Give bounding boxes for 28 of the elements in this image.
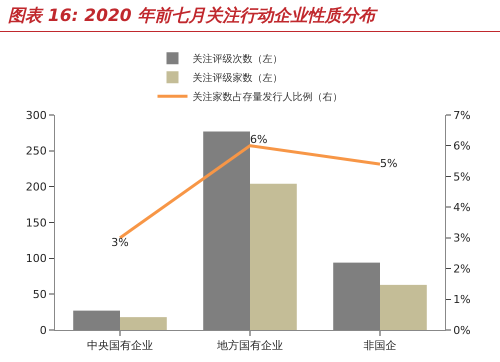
chart-title: 图表 16: 2020 年前七月关注行动企业性质分布 [0, 0, 500, 32]
y2-tick-label: 6% [453, 140, 471, 153]
y2-tick-label: 3% [453, 232, 471, 245]
x-tick-label: 地方国有企业 [216, 339, 283, 352]
y-tick-label: 250 [26, 144, 47, 158]
y-tick-label: 0 [40, 324, 47, 337]
x-tick-label: 非国企 [364, 339, 396, 352]
y2-tick-label: 7% [453, 108, 471, 122]
data-label: 3% [111, 236, 129, 250]
data-label: 6% [250, 132, 268, 146]
y-tick-label: 200 [26, 180, 47, 194]
legend-label: 关注评级次数（左） [192, 53, 282, 66]
bar [380, 284, 427, 330]
data-label: 5% [380, 156, 398, 170]
bar [120, 317, 167, 330]
y2-tick-label: 4% [453, 200, 471, 214]
y-tick-label: 150 [26, 216, 47, 230]
x-tick-label: 中央国有企业 [87, 339, 153, 352]
y-tick-label: 300 [26, 108, 47, 122]
y-tick-label: 50 [32, 288, 47, 302]
y-tick-label: 100 [26, 252, 47, 266]
y2-tick-label: 5% [453, 170, 471, 184]
y2-tick-label: 2% [453, 262, 471, 276]
legend-label: 关注评级家数（左） [192, 72, 282, 84]
y2-tick-label: 1% [453, 293, 471, 306]
bar [250, 184, 297, 330]
y2-tick-label: 0% [453, 324, 471, 337]
legend-label: 关注家数占存量发行人比例（右） [192, 91, 342, 104]
